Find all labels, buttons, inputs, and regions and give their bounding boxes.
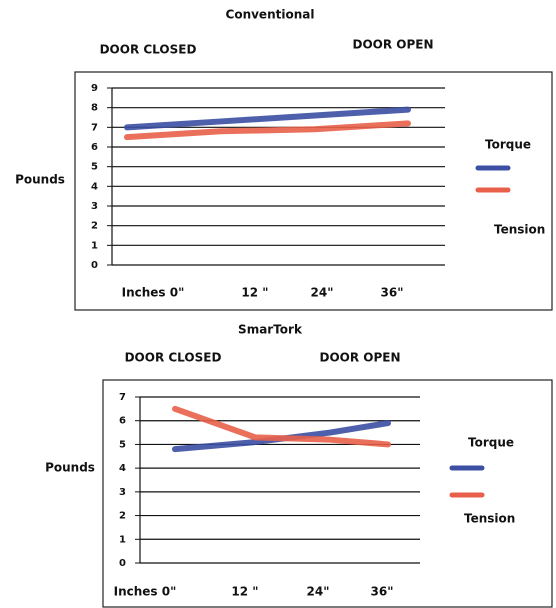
y-tick-label: 0 — [91, 260, 98, 271]
chart-frame — [74, 71, 553, 311]
y-tick-label: 2 — [119, 511, 126, 522]
y-tick-label: 8 — [91, 103, 98, 114]
annotation: DOOR OPEN — [319, 351, 400, 365]
y-tick-label: 5 — [91, 162, 98, 173]
chart-title: SmarTork — [238, 323, 303, 337]
legend-label: Tension — [494, 223, 545, 237]
x-tick-label: 24" — [311, 286, 334, 300]
y-tick-label: 5 — [119, 439, 126, 450]
x-tick-label: 12 " — [231, 585, 258, 599]
y-axis-label: Pounds — [45, 461, 95, 475]
series-line — [124, 106, 411, 131]
series-line — [124, 120, 411, 141]
legend-label: Tension — [464, 512, 515, 526]
x-tick-label: 36" — [371, 585, 394, 599]
y-tick-label: 1 — [119, 534, 126, 545]
y-tick-label: 0 — [119, 558, 126, 569]
chart-frame — [102, 379, 553, 608]
y-tick-label: 3 — [91, 201, 98, 212]
y-tick-label: 1 — [91, 240, 98, 251]
y-axis-label: Pounds — [15, 173, 65, 187]
y-tick-label: 4 — [119, 463, 126, 474]
y-tick-label: 2 — [91, 221, 98, 232]
annotation: DOOR CLOSED — [125, 351, 222, 365]
annotation: DOOR OPEN — [352, 38, 433, 52]
y-tick-label: 6 — [91, 142, 98, 153]
x-tick-label: 12 " — [241, 286, 268, 300]
y-tick-label: 4 — [91, 181, 98, 192]
y-tick-label: 7 — [119, 392, 126, 403]
x-tick-label: 24" — [307, 585, 330, 599]
x-tick-label: Inches 0" — [114, 585, 177, 599]
legend-label: Torque — [468, 436, 514, 450]
y-tick-label: 9 — [91, 83, 98, 94]
chart-title: Conventional — [226, 8, 315, 22]
x-tick-label: Inches 0" — [122, 286, 185, 300]
x-tick-label: 36" — [381, 286, 404, 300]
annotation: DOOR CLOSED — [100, 43, 197, 57]
y-tick-label: 3 — [119, 487, 126, 498]
y-tick-label: 6 — [119, 416, 126, 427]
series-line — [172, 405, 391, 448]
legend-label: Torque — [485, 138, 531, 152]
y-tick-label: 7 — [91, 122, 98, 133]
